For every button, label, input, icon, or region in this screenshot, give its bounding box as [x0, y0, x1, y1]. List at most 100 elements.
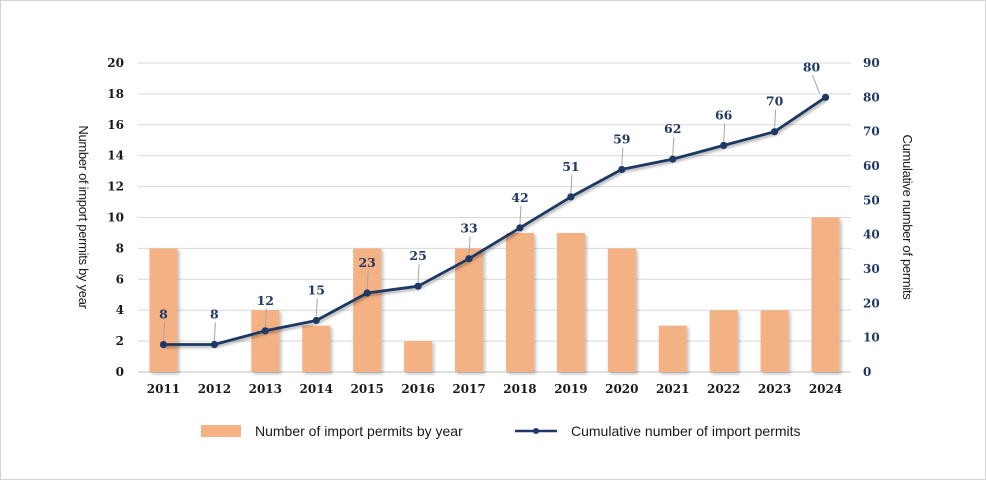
right-tick-label: 60 — [863, 159, 880, 173]
bar-2014 — [302, 325, 331, 372]
legend: Number of import permits by year Cumulat… — [201, 423, 801, 439]
label-leader — [162, 322, 165, 341]
bar-2020 — [607, 248, 636, 372]
line-point-2018 — [516, 224, 524, 232]
left-tick-label: 0 — [116, 365, 124, 379]
x-tick-label: 2021 — [656, 382, 689, 396]
left-axis-ticks: 0 2 4 6 8 10 12 14 16 18 20 — [107, 56, 124, 379]
label-leader — [366, 271, 369, 290]
bar-2023 — [760, 310, 789, 372]
line-point-2022 — [720, 141, 728, 149]
x-tick-label: 2023 — [758, 382, 791, 396]
right-tick-label: 40 — [863, 228, 880, 242]
bar-2011 — [149, 248, 178, 372]
line-series — [159, 93, 830, 349]
legend-bar-swatch — [201, 425, 241, 437]
data-label-2021: 62 — [664, 121, 681, 136]
x-tick-label: 2011 — [147, 382, 180, 396]
x-tick-label: 2013 — [249, 382, 282, 396]
data-label-2018: 42 — [511, 190, 528, 205]
data-label-2022: 66 — [715, 107, 733, 122]
right-tick-label: 10 — [863, 331, 880, 345]
right-tick-label: 70 — [863, 125, 880, 139]
data-label-2020: 59 — [613, 131, 630, 146]
left-tick-label: 2 — [116, 334, 124, 348]
x-tick-label: 2016 — [401, 382, 434, 396]
x-tick-label: 2017 — [452, 382, 485, 396]
label-leader — [672, 137, 675, 156]
label-leader — [812, 75, 821, 94]
data-label-2011: 8 — [159, 307, 168, 322]
bar-2021 — [658, 325, 687, 372]
label-leader — [570, 174, 573, 193]
data-label-2019: 51 — [562, 159, 579, 174]
label-leader — [213, 322, 216, 341]
right-axis-ticks: 0 10 20 30 40 50 60 70 80 90 — [863, 56, 880, 379]
label-leader — [621, 147, 624, 166]
cumulative-line — [163, 96, 827, 346]
right-tick-label: 30 — [863, 262, 880, 276]
left-tick-label: 4 — [116, 303, 124, 317]
x-tick-label: 2024 — [809, 382, 842, 396]
line-point-2011 — [159, 340, 168, 349]
line-point-2016 — [414, 282, 422, 290]
data-label-2014: 15 — [308, 283, 325, 298]
line-point-2019 — [567, 193, 575, 201]
bar-2018 — [505, 232, 534, 372]
data-labels: 8 8 12 15 23 25 33 42 51 59 62 66 70 80 — [159, 59, 821, 341]
line-point-2015 — [363, 289, 371, 297]
data-label-2017: 33 — [460, 221, 477, 236]
line-point-2021 — [669, 155, 677, 163]
left-tick-label: 20 — [107, 56, 124, 70]
right-tick-label: 90 — [863, 56, 880, 70]
right-tick-label: 50 — [863, 193, 880, 207]
legend-bar-label: Number of import permits by year — [255, 423, 463, 439]
left-axis-label: Number of import permits by year — [76, 125, 91, 309]
bar-2024 — [811, 217, 840, 372]
left-tick-label: 12 — [107, 180, 124, 194]
data-label-2015: 23 — [358, 255, 375, 270]
left-tick-label: 6 — [116, 272, 124, 286]
x-tick-label: 2022 — [707, 382, 740, 396]
label-leader — [417, 264, 420, 283]
legend-line-label: Cumulative number of import permits — [571, 423, 801, 439]
right-tick-label: 80 — [863, 90, 880, 104]
label-leader — [264, 308, 267, 327]
left-tick-label: 16 — [107, 118, 124, 132]
x-tick-label: 2014 — [300, 382, 333, 396]
label-leader — [468, 236, 471, 255]
data-label-2013: 12 — [257, 293, 274, 308]
label-leader — [723, 123, 726, 142]
line-point-2023 — [771, 128, 779, 136]
data-label-2012: 8 — [210, 307, 219, 322]
bar-2016 — [404, 341, 433, 372]
x-tick-label: 2019 — [554, 382, 587, 396]
line-point-2020 — [618, 165, 626, 174]
line-point-2012 — [210, 340, 218, 349]
bar-2022 — [709, 310, 738, 372]
data-label-2023: 70 — [766, 94, 784, 109]
left-tick-label: 18 — [107, 87, 124, 101]
bar-series — [149, 217, 840, 372]
data-label-2024: 80 — [803, 59, 821, 74]
left-tick-label: 14 — [107, 149, 124, 163]
line-point-2024 — [821, 93, 830, 101]
x-axis-ticks: 2011 2012 2013 2014 2015 2016 2017 2018 2019 2020… — [147, 382, 842, 396]
gridlines — [138, 62, 851, 373]
label-leader — [315, 298, 318, 317]
x-tick-label: 2020 — [605, 382, 638, 396]
right-tick-label: 20 — [863, 296, 880, 310]
left-tick-label: 10 — [107, 211, 124, 225]
label-leader — [519, 205, 522, 224]
x-tick-label: 2018 — [503, 382, 536, 396]
line-point-2014 — [312, 316, 320, 325]
bar-2019 — [556, 232, 585, 372]
label-leader — [774, 109, 777, 128]
left-tick-label: 8 — [116, 241, 124, 255]
right-tick-label: 0 — [863, 365, 871, 379]
right-axis-label: Cumulative number of permits — [900, 135, 915, 301]
bar-2015 — [353, 248, 382, 372]
line-point-2017 — [465, 255, 473, 263]
